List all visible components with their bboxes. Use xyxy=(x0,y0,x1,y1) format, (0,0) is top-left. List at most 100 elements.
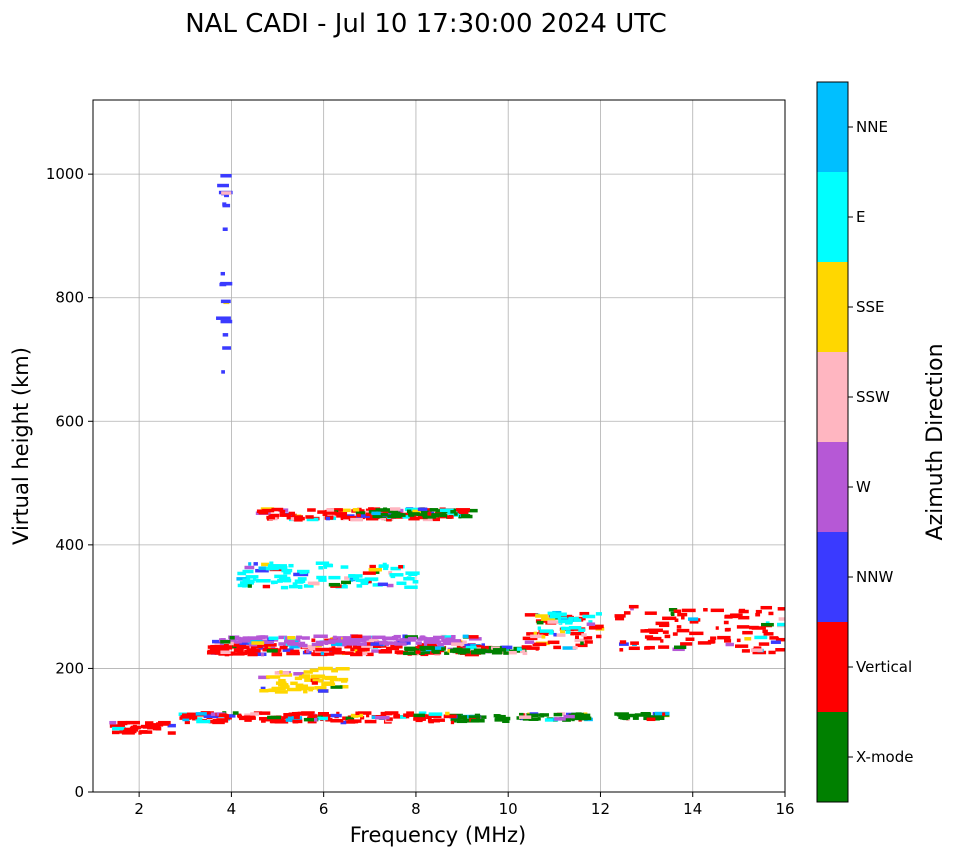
echo-mark xyxy=(383,507,388,511)
echo-mark xyxy=(239,715,255,720)
echo-mark xyxy=(729,613,742,618)
echo-mark xyxy=(276,716,292,720)
echo-mark xyxy=(236,577,247,581)
echo-mark xyxy=(676,628,690,633)
echo-mark xyxy=(315,561,330,565)
echo-mark xyxy=(255,579,270,583)
trace-2f1-x-mode xyxy=(368,507,478,519)
echo-mark xyxy=(554,717,566,721)
echo-mark xyxy=(258,675,270,680)
echo-mark xyxy=(342,636,352,640)
echo-mark xyxy=(288,563,294,568)
echo-mark xyxy=(723,620,729,625)
echo-mark xyxy=(364,577,379,581)
echo-mark xyxy=(500,645,513,650)
echo-mark xyxy=(226,651,235,655)
echo-mark xyxy=(212,720,225,725)
echo-mark xyxy=(279,645,288,650)
echo-mark xyxy=(676,625,682,629)
echo-mark xyxy=(220,640,231,644)
echo-mark xyxy=(470,718,480,723)
echo-mark xyxy=(122,729,137,734)
echo-mark xyxy=(263,643,277,647)
echo-mark xyxy=(340,565,349,569)
echo-mark xyxy=(203,714,219,719)
echo-mark xyxy=(322,676,328,680)
echo-mark xyxy=(273,565,288,570)
echo-mark xyxy=(456,644,461,649)
echo-mark xyxy=(220,271,225,276)
echo-mark xyxy=(761,622,774,627)
colorbar-segment xyxy=(817,532,848,622)
colorbar-tick-label: SSE xyxy=(856,298,885,316)
echo-mark xyxy=(284,636,289,641)
echo-mark xyxy=(294,676,302,681)
echo-mark xyxy=(541,635,546,639)
echo-mark xyxy=(575,712,582,716)
echo-mark xyxy=(117,724,125,728)
echo-mark xyxy=(279,509,286,514)
colorbar-label: Azimuth Direction xyxy=(923,343,948,540)
echo-mark xyxy=(451,642,465,646)
echo-mark xyxy=(658,623,670,628)
echo-mark xyxy=(662,616,677,621)
echo-mark xyxy=(386,717,393,721)
echo-mark xyxy=(353,645,365,649)
echo-mark xyxy=(664,634,671,639)
echo-mark xyxy=(371,511,381,516)
echo-mark xyxy=(188,715,198,720)
echo-mark xyxy=(347,719,362,723)
echo-mark xyxy=(335,667,350,671)
echo-mark xyxy=(329,677,339,682)
echo-mark xyxy=(268,636,279,641)
echo-mark xyxy=(460,514,471,518)
echo-mark xyxy=(522,651,528,656)
echo-mark xyxy=(262,508,275,513)
echo-mark xyxy=(572,645,578,650)
echo-mark xyxy=(111,730,120,735)
echo-mark xyxy=(553,632,557,637)
echo-mark xyxy=(223,716,231,720)
echo-mark xyxy=(356,584,363,588)
echo-mark xyxy=(326,508,335,512)
echo-mark xyxy=(307,719,317,724)
echo-mark xyxy=(315,640,327,645)
echo-mark xyxy=(660,639,664,643)
echo-mark xyxy=(280,673,293,677)
echo-mark xyxy=(267,640,275,644)
echo-mark xyxy=(267,564,281,568)
echo-mark xyxy=(775,648,785,652)
y-tick-label: 1000 xyxy=(46,165,84,183)
echo-mark xyxy=(526,632,539,636)
echo-mark xyxy=(406,576,412,580)
echo-mark xyxy=(365,652,374,657)
echo-mark xyxy=(297,711,303,716)
echo-mark xyxy=(303,584,314,588)
echo-mark xyxy=(465,645,477,650)
x-tick-label: 6 xyxy=(319,800,329,818)
echo-mark xyxy=(724,639,732,643)
echo-mark xyxy=(462,643,476,648)
echo-mark xyxy=(778,617,785,621)
echo-mark xyxy=(251,641,265,645)
echo-mark xyxy=(424,642,428,647)
echo-mark xyxy=(348,574,356,578)
echo-mark xyxy=(647,628,663,633)
echo-mark xyxy=(361,635,372,640)
echo-mark xyxy=(311,681,318,685)
echo-mark xyxy=(320,651,325,656)
echo-mark xyxy=(238,651,248,656)
echo-mark xyxy=(688,617,699,621)
echo-mark xyxy=(244,713,251,717)
echo-mark xyxy=(588,620,593,624)
echo-mark xyxy=(568,616,573,621)
echo-mark xyxy=(265,717,276,722)
echo-mark xyxy=(417,507,428,512)
echo-mark xyxy=(377,582,388,587)
echo-mark xyxy=(470,643,481,648)
y-tick-label: 400 xyxy=(55,536,84,554)
echo-mark xyxy=(422,517,433,522)
echo-mark xyxy=(357,711,372,715)
echo-mark xyxy=(326,714,331,718)
echo-mark xyxy=(340,720,347,725)
